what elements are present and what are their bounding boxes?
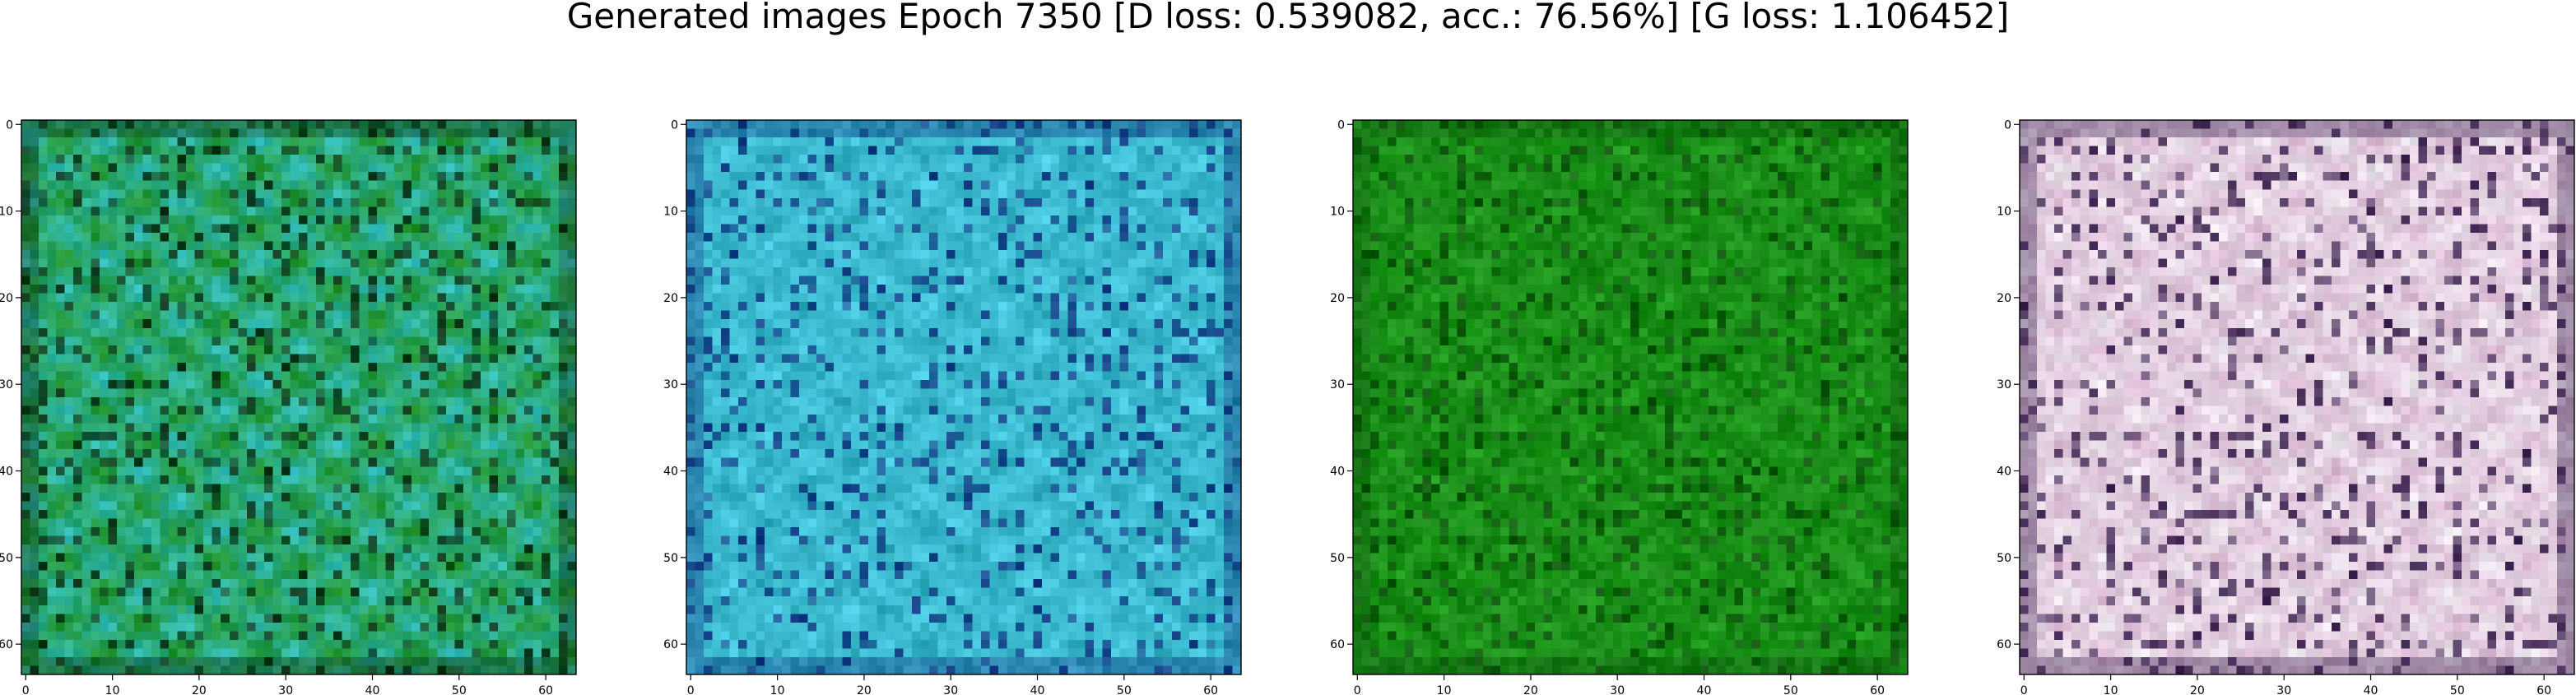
- x-tick-label: 60: [1203, 684, 1218, 695]
- x-tick-label: 50: [1117, 684, 1132, 695]
- y-tick-label: 40: [0, 466, 13, 479]
- image-panel-3: 0 10 20 30 40 50 60 0 10 20 30 40 50 60: [1330, 118, 1909, 695]
- x-tick-label: 50: [1783, 684, 1798, 695]
- x-tick-label: 60: [2536, 684, 2551, 695]
- y-tick-label: 30: [1997, 378, 2011, 392]
- y-tick-label: 30: [1330, 378, 1345, 392]
- y-tick-label: 20: [1330, 292, 1345, 305]
- y-tick-label: 50: [1330, 552, 1345, 565]
- generated-image-2: [686, 120, 1241, 674]
- y-tick-label: 50: [1997, 552, 2011, 565]
- generated-image-4: [2020, 120, 2574, 674]
- y-tick-label: 10: [0, 206, 13, 219]
- generated-image-3: [1353, 120, 1908, 674]
- x-tick-label: 40: [1030, 684, 1045, 695]
- generated-image-1: [21, 120, 576, 674]
- x-tick-label: 10: [770, 684, 785, 695]
- y-tick-label: 50: [663, 552, 678, 565]
- x-tick-label: 50: [2450, 684, 2465, 695]
- x-tick-label: 20: [857, 684, 872, 695]
- x-tick-label: 20: [192, 684, 207, 695]
- y-tick-label: 0: [2004, 118, 2011, 132]
- x-tick-label: 10: [105, 684, 120, 695]
- y-tick-label: 20: [0, 292, 13, 305]
- image-panel-4: 0 10 20 30 40 50 60 0 10 20 30 40 50 60: [1997, 118, 2575, 695]
- x-tick-label: 0: [22, 684, 30, 695]
- x-tick-label: 30: [943, 684, 958, 695]
- image-panel-2: 0 10 20 30 40 50 60 0 10 20 30 40 50 60: [663, 118, 1242, 695]
- x-tick-label: 60: [538, 684, 553, 695]
- figure-title: Generated images Epoch 7350 [D loss: 0.5…: [566, 0, 2010, 36]
- y-tick-label: 30: [0, 378, 13, 392]
- x-tick-label: 60: [1870, 684, 1885, 695]
- x-tick-label: 20: [1523, 684, 1538, 695]
- y-tick-label: 40: [663, 466, 678, 479]
- y-tick-label: 60: [0, 638, 13, 651]
- y-tick-label: 40: [1330, 466, 1345, 479]
- y-tick-label: 60: [1997, 638, 2011, 651]
- x-tick-label: 30: [2276, 684, 2291, 695]
- x-tick-label: 10: [1437, 684, 1452, 695]
- x-tick-label: 30: [278, 684, 293, 695]
- axes-frame: [686, 119, 1242, 675]
- x-tick-label: 0: [1354, 684, 1361, 695]
- y-tick-label: 50: [0, 552, 13, 565]
- y-tick-label: 20: [663, 292, 678, 305]
- x-tick-label: 30: [1610, 684, 1625, 695]
- y-tick-label: 20: [1997, 292, 2011, 305]
- x-tick-label: 50: [452, 684, 467, 695]
- y-tick-label: 0: [6, 118, 13, 132]
- x-tick-label: 0: [2020, 684, 2028, 695]
- x-tick-label: 0: [687, 684, 695, 695]
- y-tick-label: 10: [1330, 206, 1345, 219]
- axes-frame: [2019, 119, 2575, 675]
- y-tick-label: 40: [1997, 466, 2011, 479]
- y-tick-label: 60: [663, 638, 678, 651]
- y-tick-label: 0: [671, 118, 678, 132]
- y-tick-label: 10: [1997, 206, 2011, 219]
- y-tick-label: 10: [663, 206, 678, 219]
- y-tick-label: 30: [663, 378, 678, 392]
- axes-frame: [1352, 119, 1909, 675]
- x-tick-label: 40: [2364, 684, 2378, 695]
- image-panel-1: 0 10 20 30 40 50 60 0 10 20 30 40 50 60: [0, 118, 577, 695]
- y-tick-label: 60: [1330, 638, 1345, 651]
- x-tick-label: 10: [2104, 684, 2118, 695]
- axes-frame: [21, 119, 577, 675]
- y-tick-label: 0: [1337, 118, 1345, 132]
- x-tick-label: 20: [2190, 684, 2205, 695]
- x-tick-label: 40: [1697, 684, 1712, 695]
- x-tick-label: 40: [365, 684, 380, 695]
